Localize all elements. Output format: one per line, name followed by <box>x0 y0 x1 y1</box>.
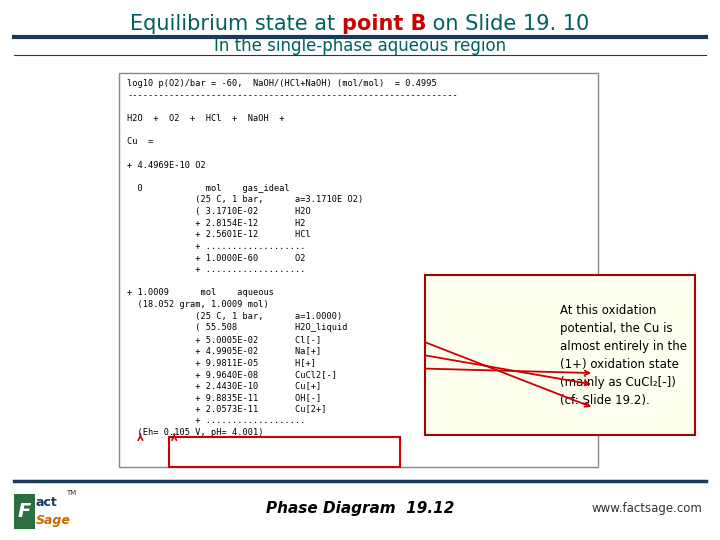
FancyBboxPatch shape <box>169 437 400 467</box>
Text: Phase Diagram  19.12: Phase Diagram 19.12 <box>266 501 454 516</box>
Text: Eh: Eh <box>204 446 224 459</box>
Text: ( 3.1710E-02       H2O: ( 3.1710E-02 H2O <box>127 207 311 216</box>
Text: (25 C, 1 bar,      a=3.1710E O2): (25 C, 1 bar, a=3.1710E O2) <box>127 195 364 205</box>
Text: + 4.9905E-02       Na[+]: + 4.9905E-02 Na[+] <box>127 347 322 355</box>
Text: www.factsage.com: www.factsage.com <box>591 502 702 515</box>
Text: point B: point B <box>342 14 426 34</box>
Text: + 5.0005E-02       Cl[-]: + 5.0005E-02 Cl[-] <box>127 335 322 344</box>
Text: pH: pH <box>259 446 281 459</box>
Text: 0            mol    gas_ideal: 0 mol gas_ideal <box>127 184 290 193</box>
Text: + 9.9811E-05       H[+]: + 9.9811E-05 H[+] <box>127 358 317 367</box>
Text: at: at <box>281 446 304 459</box>
Text: .: . <box>360 446 364 459</box>
Text: TM: TM <box>66 490 76 496</box>
Text: (25 C, 1 bar,      a=1.0000): (25 C, 1 bar, a=1.0000) <box>127 312 343 321</box>
Text: F: F <box>18 502 31 521</box>
Text: ---------------------------------------------------------------: ----------------------------------------… <box>127 91 458 100</box>
Text: + ...................: + ................... <box>127 265 306 274</box>
Text: log10 p(O2)/bar = -60,  NaOH/(HCl+NaOH) (mol/mol)  = 0.4995: log10 p(O2)/bar = -60, NaOH/(HCl+NaOH) (… <box>127 79 437 89</box>
Text: (18.052 gram, 1.0009 mol): (18.052 gram, 1.0009 mol) <box>127 300 269 309</box>
Text: + 2.8154E-12       H2: + 2.8154E-12 H2 <box>127 219 306 228</box>
Text: + ...................: + ................... <box>127 416 306 425</box>
Text: + 2.4430E-10       Cu[+]: + 2.4430E-10 Cu[+] <box>127 381 322 390</box>
FancyBboxPatch shape <box>119 73 598 467</box>
Text: Cu  =: Cu = <box>127 137 153 146</box>
Text: + 4.4969E-10 O2: + 4.4969E-10 O2 <box>127 160 206 170</box>
Text: act: act <box>36 496 58 509</box>
Text: + 1.0009      mol    aqueous: + 1.0009 mol aqueous <box>127 288 274 298</box>
FancyBboxPatch shape <box>14 495 35 529</box>
Text: (Eh= 0.105 V, pH= 4.001): (Eh= 0.105 V, pH= 4.001) <box>127 428 264 437</box>
Text: on Slide 19. 10: on Slide 19. 10 <box>426 14 590 34</box>
Text: + ...................: + ................... <box>127 242 306 251</box>
Text: H2O  +  O2  +  HCl  +  NaOH  +: H2O + O2 + HCl + NaOH + <box>127 114 285 123</box>
Text: + 9.9640E-08       CuCl2[-]: + 9.9640E-08 CuCl2[-] <box>127 369 338 379</box>
Text: In the single-phase aqueous region: In the single-phase aqueous region <box>214 37 506 55</box>
Text: ( 55.508           H2O_liquid: ( 55.508 H2O_liquid <box>127 323 348 332</box>
Text: At this oxidation
potential, the Cu is
almost entirely in the
(1+) oxidation sta: At this oxidation potential, the Cu is a… <box>560 303 687 407</box>
Text: and: and <box>224 446 259 459</box>
Text: + 1.0000E-60       O2: + 1.0000E-60 O2 <box>127 254 306 262</box>
Text: point B: point B <box>304 446 360 459</box>
Text: + 2.0573E-11       Cu[2+]: + 2.0573E-11 Cu[2+] <box>127 404 327 414</box>
Text: + 9.8835E-11       OH[-]: + 9.8835E-11 OH[-] <box>127 393 322 402</box>
Text: Equilibrium state at: Equilibrium state at <box>130 14 342 34</box>
Text: + 2.5601E-12       HCl: + 2.5601E-12 HCl <box>127 230 311 239</box>
FancyBboxPatch shape <box>425 275 695 435</box>
Text: Sage: Sage <box>36 514 71 528</box>
